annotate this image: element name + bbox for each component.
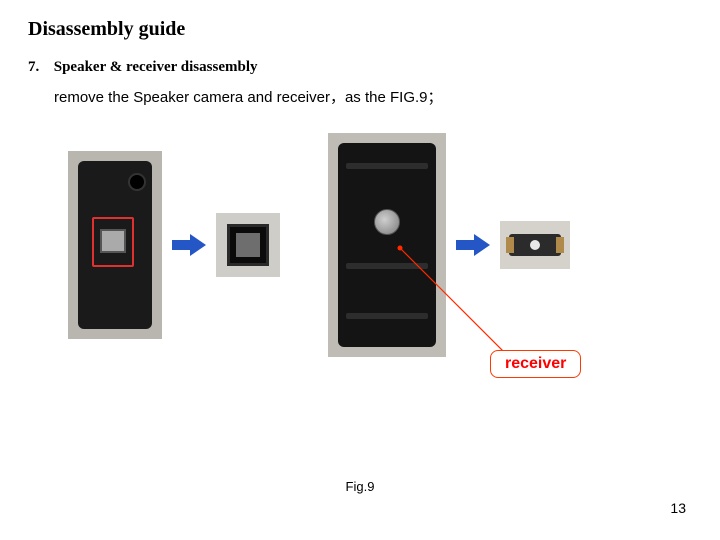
ridge: [346, 313, 428, 319]
page: Disassembly guide 7. Speaker & receiver …: [0, 0, 720, 540]
speaker-module: [227, 224, 269, 266]
ridge: [346, 263, 428, 269]
photo-phone-speaker: [68, 151, 162, 339]
receiver-in-situ: [374, 209, 400, 235]
figure-row: [68, 133, 692, 357]
camera-hole: [128, 173, 146, 191]
speaker-grill: [236, 233, 260, 257]
photo-receiver-module: [500, 221, 570, 269]
photo-speaker-module: [216, 213, 280, 277]
section-number: 7.: [28, 59, 50, 76]
receiver-hole: [530, 240, 540, 250]
figure-caption: Fig.9: [0, 479, 720, 494]
phone-frame-2: [338, 143, 436, 347]
body-text: remove the Speaker camera and receiver，a…: [54, 86, 692, 107]
receiver-module: [509, 234, 561, 256]
arrow-icon: [456, 234, 490, 256]
section-heading: 7. Speaker & receiver disassembly: [28, 59, 692, 76]
photo-phone-receiver: [328, 133, 446, 357]
receiver-clip: [506, 237, 514, 253]
arrow-icon: [172, 234, 206, 256]
receiver-callout-label: receiver: [490, 350, 581, 378]
phone-frame-1: [78, 161, 152, 329]
page-number: 13: [670, 500, 686, 516]
speaker-in-situ: [100, 229, 126, 253]
page-title: Disassembly guide: [28, 18, 692, 41]
section-heading-text: Speaker & receiver disassembly: [54, 59, 258, 75]
ridge: [346, 163, 428, 169]
receiver-clip: [556, 237, 564, 253]
